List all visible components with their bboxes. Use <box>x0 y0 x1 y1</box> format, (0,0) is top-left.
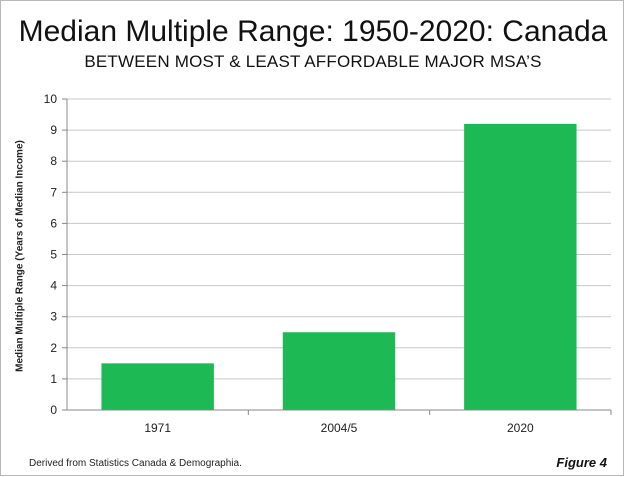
y-tick-label: 6 <box>50 216 57 230</box>
x-tick-label: 2004/5 <box>321 421 358 435</box>
figure-label: Figure 4 <box>556 455 607 470</box>
bar-1971 <box>101 363 214 410</box>
y-tick-label: 9 <box>50 123 57 137</box>
y-tick-label: 2 <box>50 341 57 355</box>
y-axis-label: Median Multiple Range (Years of Median I… <box>14 140 26 372</box>
y-tick-label: 8 <box>50 154 57 168</box>
y-tick-label: 0 <box>50 403 57 417</box>
chart-subtitle: BETWEEN MOST & LEAST AFFORDABLE MAJOR MS… <box>84 52 542 71</box>
source-note: Derived from Statistics Canada & Demogra… <box>29 458 242 469</box>
x-tick-labels: 1971 2004/5 2020 <box>144 421 534 435</box>
y-axis-label-container: Median Multiple Range (Years of Median I… <box>10 101 30 411</box>
y-tick-labels: 0 1 2 3 4 5 6 7 8 9 10 <box>44 92 58 417</box>
y-tick-label: 3 <box>50 310 57 324</box>
y-tick-label: 1 <box>50 372 57 386</box>
y-tick-label: 5 <box>50 248 57 262</box>
bars <box>101 123 577 410</box>
y-tick-label: 10 <box>44 92 58 106</box>
x-tick-label: 1971 <box>144 421 171 435</box>
bar-2020 <box>464 123 577 410</box>
axes <box>62 98 612 415</box>
x-tick-label: 2020 <box>507 421 534 435</box>
y-tick-label: 4 <box>50 279 57 293</box>
chart-title: Median Multiple Range: 1950-2020: Canada <box>18 15 608 48</box>
bar-2004-5 <box>282 332 396 410</box>
y-tick-label: 7 <box>50 185 57 199</box>
